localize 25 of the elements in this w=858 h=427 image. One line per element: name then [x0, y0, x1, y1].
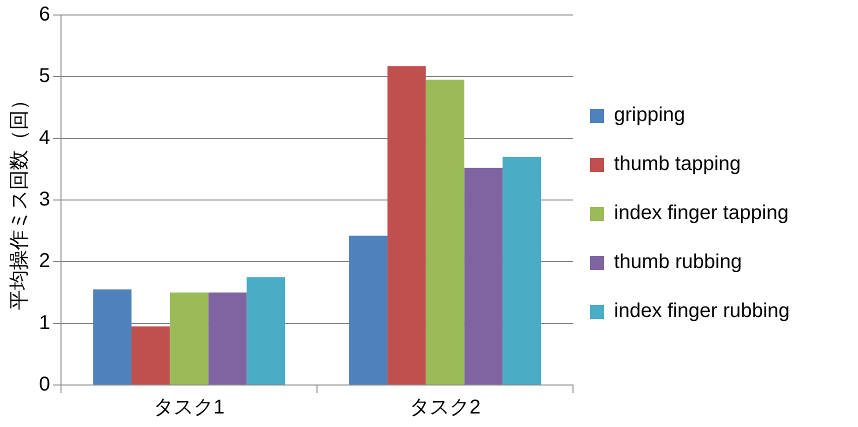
bar — [208, 292, 247, 384]
y-tick-label: 3 — [39, 188, 50, 211]
legend-label: gripping — [614, 104, 686, 127]
bar — [246, 277, 286, 384]
legend-label: thumb tapping — [614, 153, 741, 176]
bar — [132, 326, 170, 384]
x-tick-label: タスク1 — [154, 396, 225, 419]
y-tick-label: 0 — [39, 374, 50, 396]
legend-label: index finger tapping — [614, 202, 789, 225]
y-tick-label: 6 — [39, 4, 50, 26]
bar — [464, 168, 503, 384]
legend-label: thumb rubbing — [614, 251, 742, 274]
bar — [349, 236, 388, 384]
bar — [387, 66, 426, 384]
y-tick-label: 5 — [39, 65, 50, 88]
bar — [426, 80, 464, 384]
bar — [93, 289, 132, 384]
y-axis-title: 平均操作ミス回数（回） — [8, 90, 31, 310]
bar — [502, 156, 542, 384]
x-tick-label: タスク2 — [409, 396, 481, 419]
y-tick-label: 2 — [39, 250, 50, 272]
y-tick-label: 1 — [39, 312, 50, 334]
y-tick-label: 4 — [39, 126, 50, 149]
legend-label: index finger rubbing — [614, 300, 790, 323]
bar — [170, 292, 208, 384]
